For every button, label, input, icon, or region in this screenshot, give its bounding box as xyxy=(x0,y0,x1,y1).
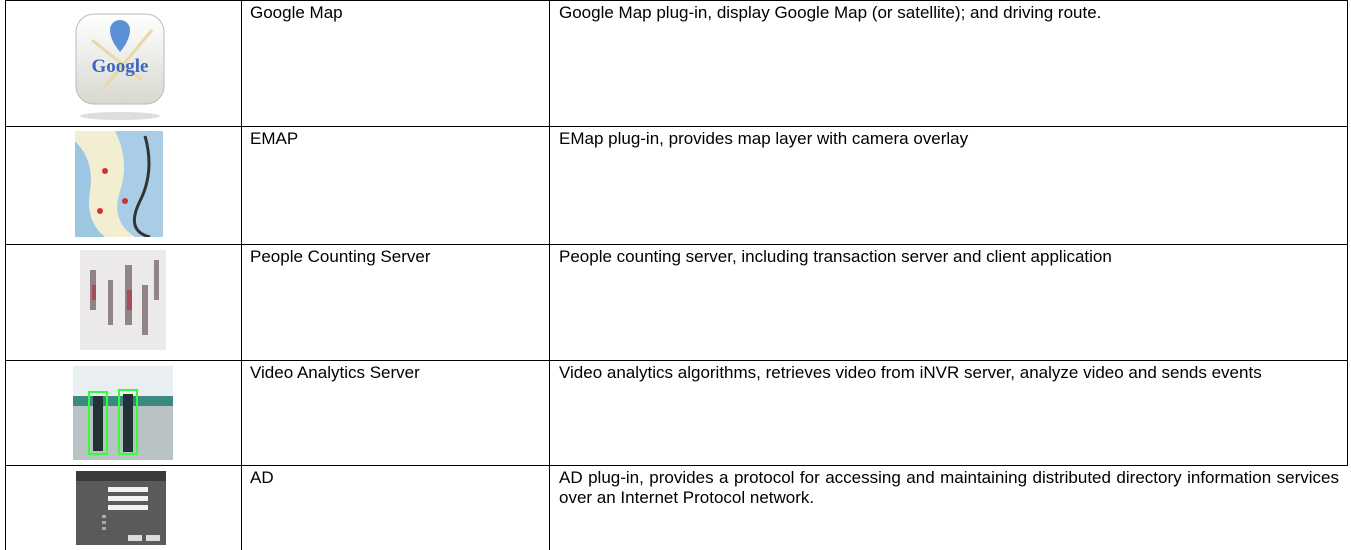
plugin-name: EMAP xyxy=(250,129,299,148)
svg-text:Google: Google xyxy=(92,56,149,77)
people-counting-icon xyxy=(80,250,166,350)
google-map-icon: Google xyxy=(75,13,165,120)
column-border xyxy=(549,0,550,550)
row-border xyxy=(5,126,1348,127)
plugin-description: People counting server, including transa… xyxy=(559,247,1112,266)
column-border xyxy=(241,0,242,550)
plugin-description: Google Map plug-in, display Google Map (… xyxy=(559,3,1102,22)
row-border xyxy=(5,465,1348,466)
row-border xyxy=(5,360,1348,361)
plugin-description: EMap plug-in, provides map layer with ca… xyxy=(559,129,969,148)
row-border xyxy=(5,0,1348,1)
plugin-name: Google Map xyxy=(250,3,343,22)
plugin-name: People Counting Server xyxy=(250,247,431,266)
plugin-description: AD plug-in, provides a protocol for acce… xyxy=(559,468,1339,507)
video-analytics-icon xyxy=(73,366,173,460)
column-border xyxy=(1347,0,1348,466)
row-border xyxy=(5,244,1348,245)
emap-icon xyxy=(75,131,163,237)
plugin-name: AD xyxy=(250,468,274,487)
ad-signin-icon xyxy=(76,471,166,545)
plugin-description: Video analytics algorithms, retrieves vi… xyxy=(559,363,1262,382)
plugin-name: Video Analytics Server xyxy=(250,363,420,382)
column-border xyxy=(5,0,6,550)
